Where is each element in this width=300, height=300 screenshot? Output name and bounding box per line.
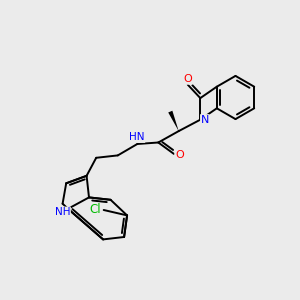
Text: N: N: [201, 115, 209, 125]
Text: O: O: [175, 150, 184, 161]
Text: Cl: Cl: [89, 203, 100, 217]
Text: NH: NH: [55, 207, 70, 217]
Polygon shape: [168, 111, 179, 131]
Text: O: O: [183, 74, 192, 84]
Text: HN: HN: [129, 132, 145, 142]
